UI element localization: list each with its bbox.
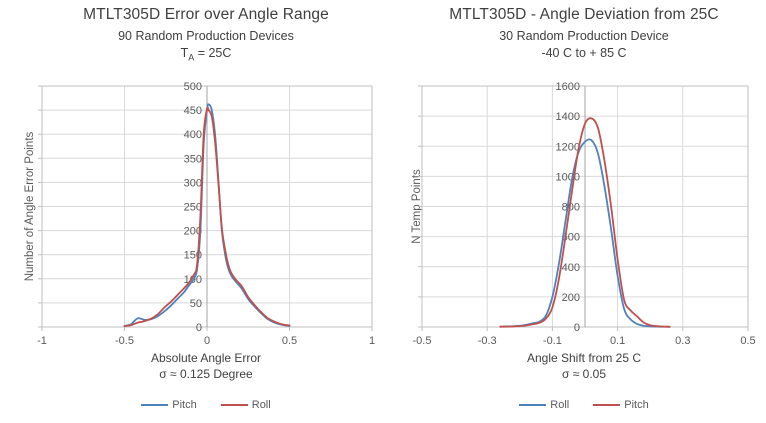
svg-text:-0.5: -0.5 <box>413 335 432 347</box>
left-chart-block: MTLT305D Error over Angle Range 90 Rando… <box>24 6 382 411</box>
svg-text:0.5: 0.5 <box>282 335 297 347</box>
svg-text:400: 400 <box>184 129 202 141</box>
svg-text:1000: 1000 <box>556 171 580 183</box>
right-x-axis-sigma: σ ≈ 0.05 <box>561 367 606 381</box>
roll-line-swatch <box>220 404 248 406</box>
svg-text:0.1: 0.1 <box>610 335 625 347</box>
svg-text:0: 0 <box>196 322 202 334</box>
svg-text:350: 350 <box>184 153 202 165</box>
left-legend: Pitch Roll <box>30 399 382 411</box>
svg-text:200: 200 <box>184 226 202 238</box>
svg-text:0: 0 <box>574 322 580 334</box>
roll-line-swatch <box>519 404 547 406</box>
svg-text:-0.3: -0.3 <box>478 335 497 347</box>
condition-prefix: T <box>180 46 189 60</box>
svg-text:0: 0 <box>204 335 210 347</box>
right-x-axis-title: Angle Shift from 25 C <box>526 351 642 365</box>
svg-text:50: 50 <box>190 298 202 310</box>
legend-item-roll: Roll <box>220 399 271 411</box>
svg-text:-0.5: -0.5 <box>115 335 134 347</box>
svg-text:1: 1 <box>369 335 375 347</box>
svg-text:1600: 1600 <box>556 81 580 93</box>
legend-label: Roll <box>550 399 570 411</box>
right-legend: Roll Pitch <box>410 399 758 411</box>
legend-label: Pitch <box>624 399 649 411</box>
svg-text:0.5: 0.5 <box>740 335 755 347</box>
legend-label: Pitch <box>172 399 197 411</box>
svg-text:-0.1: -0.1 <box>543 335 562 347</box>
left-chart-condition: TA = 25C <box>30 46 382 63</box>
pitch-line-swatch <box>593 404 621 406</box>
svg-text:400: 400 <box>562 262 580 274</box>
svg-text:300: 300 <box>184 177 202 189</box>
right-chart-subtitle: 30 Random Production Device <box>499 29 669 43</box>
left-x-axis-title: Absolute Angle Error <box>150 351 262 365</box>
legend-item-pitch: Pitch <box>141 399 197 411</box>
legend-item-pitch: Pitch <box>593 399 649 411</box>
right-chart-condition: -40 C to + 85 C <box>410 46 758 63</box>
condition-rest: = 25C <box>194 46 232 60</box>
svg-text:1400: 1400 <box>556 111 580 123</box>
right-chart-block: MTLT305D - Angle Deviation from 25C 30 R… <box>383 0 766 423</box>
svg-text:0.3: 0.3 <box>675 335 690 347</box>
svg-text:450: 450 <box>184 105 202 117</box>
svg-text:1200: 1200 <box>556 141 580 153</box>
svg-text:200: 200 <box>562 292 580 304</box>
condition-prefix: -40 C to + 85 C <box>541 46 627 60</box>
left-chart-title: MTLT305D Error over Angle Range <box>83 6 329 23</box>
svg-text:250: 250 <box>184 202 202 214</box>
legend-item-roll: Roll <box>519 399 569 411</box>
svg-text:500: 500 <box>184 81 202 93</box>
left-x-axis-sigma: σ ≈ 0.125 Degree <box>159 367 253 381</box>
legend-label: Roll <box>251 399 271 411</box>
svg-text:-1: -1 <box>37 335 47 347</box>
pitch-line-swatch <box>141 404 169 406</box>
left-chart-subtitle: 90 Random Production Devices <box>118 29 294 43</box>
right-chart-title: MTLT305D - Angle Deviation from 25C <box>449 6 719 23</box>
condition-subscript: A <box>188 52 195 63</box>
